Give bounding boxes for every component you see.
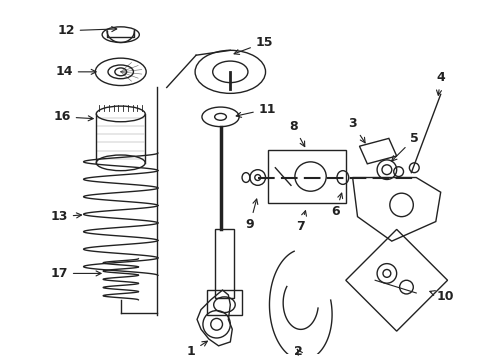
Text: 7: 7 (296, 211, 306, 233)
Text: 2: 2 (294, 345, 303, 358)
Text: 17: 17 (50, 267, 101, 280)
Text: 5: 5 (392, 132, 418, 161)
Text: 11: 11 (236, 103, 276, 117)
Bar (207, 290, 242, 315)
Text: 8: 8 (290, 120, 305, 147)
Text: 13: 13 (50, 210, 81, 223)
Text: 1: 1 (187, 341, 207, 358)
Text: 3: 3 (348, 117, 365, 143)
Text: 14: 14 (55, 66, 96, 78)
Text: 10: 10 (430, 291, 454, 303)
Text: 6: 6 (332, 193, 343, 218)
Text: 15: 15 (234, 36, 273, 54)
Text: 12: 12 (57, 24, 117, 37)
Bar (268, 150, 346, 203)
Text: 16: 16 (53, 111, 93, 123)
Text: 9: 9 (245, 199, 258, 231)
Text: 4: 4 (436, 71, 445, 95)
Bar (215, 229, 234, 298)
